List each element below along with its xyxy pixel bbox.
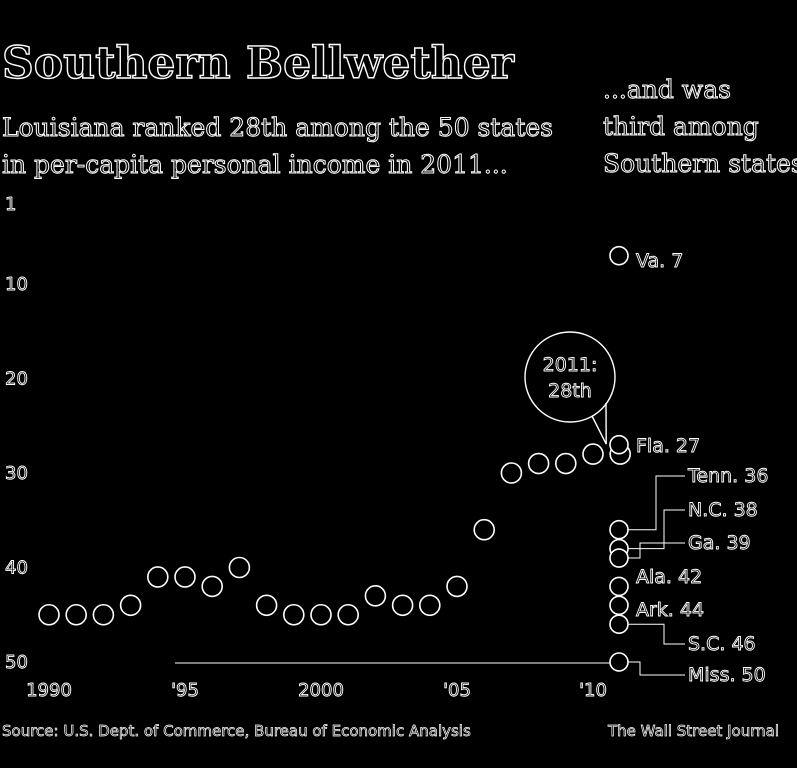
data-point: [119, 594, 142, 617]
callout-label-line-1: 2011:: [543, 354, 598, 376]
x-tick-label: 2000: [298, 680, 344, 701]
data-point: [38, 603, 60, 626]
side-note-line-2: third among: [603, 112, 759, 141]
state-label: S.C. 46: [688, 633, 756, 655]
side-note-line-3: Southern states: [603, 149, 797, 178]
state-label: Tenn. 36: [687, 465, 768, 487]
data-point: [473, 518, 496, 541]
data-point: [418, 594, 441, 617]
state-leader-line: [628, 542, 685, 559]
y-axis: 1 10 20 30 40 50: [5, 194, 29, 674]
state-label: N.C. 38: [688, 499, 758, 521]
state-dot: [609, 614, 629, 635]
y-tick-label: 40: [5, 558, 28, 579]
state-dot: [609, 548, 629, 568]
data-point: [310, 603, 332, 626]
side-note-line-1: ...and was: [603, 75, 731, 104]
state-dot: [609, 595, 629, 616]
data-point: [500, 462, 523, 484]
state-leader-line: [628, 475, 685, 531]
publication-credit: The Wall Street Journal: [607, 722, 779, 740]
data-point: [255, 594, 278, 617]
state-label: Miss. 50: [688, 664, 766, 686]
callout-pointer: [591, 402, 607, 445]
state-dot: [609, 576, 629, 597]
data-point: [147, 566, 169, 588]
data-point: [65, 603, 87, 626]
callout-label-line-2: 28th: [548, 380, 592, 402]
data-point: [92, 603, 115, 626]
data-point: [582, 443, 604, 465]
state-label: Ala. 42: [636, 566, 702, 588]
y-tick-label: 10: [5, 274, 28, 295]
y-tick-label: 1: [5, 194, 16, 215]
callout-bubble: [524, 331, 616, 423]
x-tick-label: '10: [579, 680, 607, 701]
source-note: Source: U.S. Dept. of Commerce, Bureau o…: [2, 722, 471, 740]
data-point: [554, 452, 577, 475]
data-point: [446, 575, 468, 598]
y-tick-label: 50: [5, 652, 28, 673]
data-point: [282, 603, 305, 626]
state-dot: [609, 434, 629, 455]
data-point: [228, 556, 251, 579]
x-axis: 1990 '95 2000 '05 '10: [26, 680, 608, 702]
data-point: [174, 566, 196, 588]
x-tick-label: '05: [443, 680, 471, 701]
data-point: [337, 603, 360, 626]
state-dot: [609, 245, 629, 266]
state-label: Ga. 39: [688, 532, 751, 554]
louisiana-rank-series: [38, 443, 632, 626]
southern-states: Va. 7 Fla. 27 Tenn. 36 N.C. 38 Ga. 39 Ala. 42…: [609, 245, 769, 686]
y-tick-label: 20: [5, 369, 28, 390]
state-leader-line: [628, 623, 685, 645]
chart-subtitle-line-2: in per-capita personal income in 2011...: [2, 150, 508, 179]
y-tick-label: 30: [5, 463, 28, 484]
data-point: [364, 585, 387, 607]
state-leader-line: [628, 509, 685, 550]
x-tick-label: '95: [171, 680, 199, 701]
chart-title: Southern Bellwether: [2, 38, 515, 89]
data-point: [391, 594, 414, 617]
callout-2011: 2011: 28th: [524, 331, 616, 445]
data-point: [201, 575, 223, 598]
state-label: Va. 7: [636, 250, 683, 272]
x-tick-label: 1990: [26, 680, 72, 701]
chart-subtitle-line-1: Louisiana ranked 28th among the 50 state…: [2, 113, 553, 142]
state-dot: [609, 519, 629, 540]
data-point: [527, 452, 550, 475]
state-dot: [609, 652, 629, 672]
state-label: Fla. 27: [636, 435, 700, 457]
state-label: Ark. 44: [636, 599, 704, 621]
state-leader-line: [628, 661, 685, 676]
